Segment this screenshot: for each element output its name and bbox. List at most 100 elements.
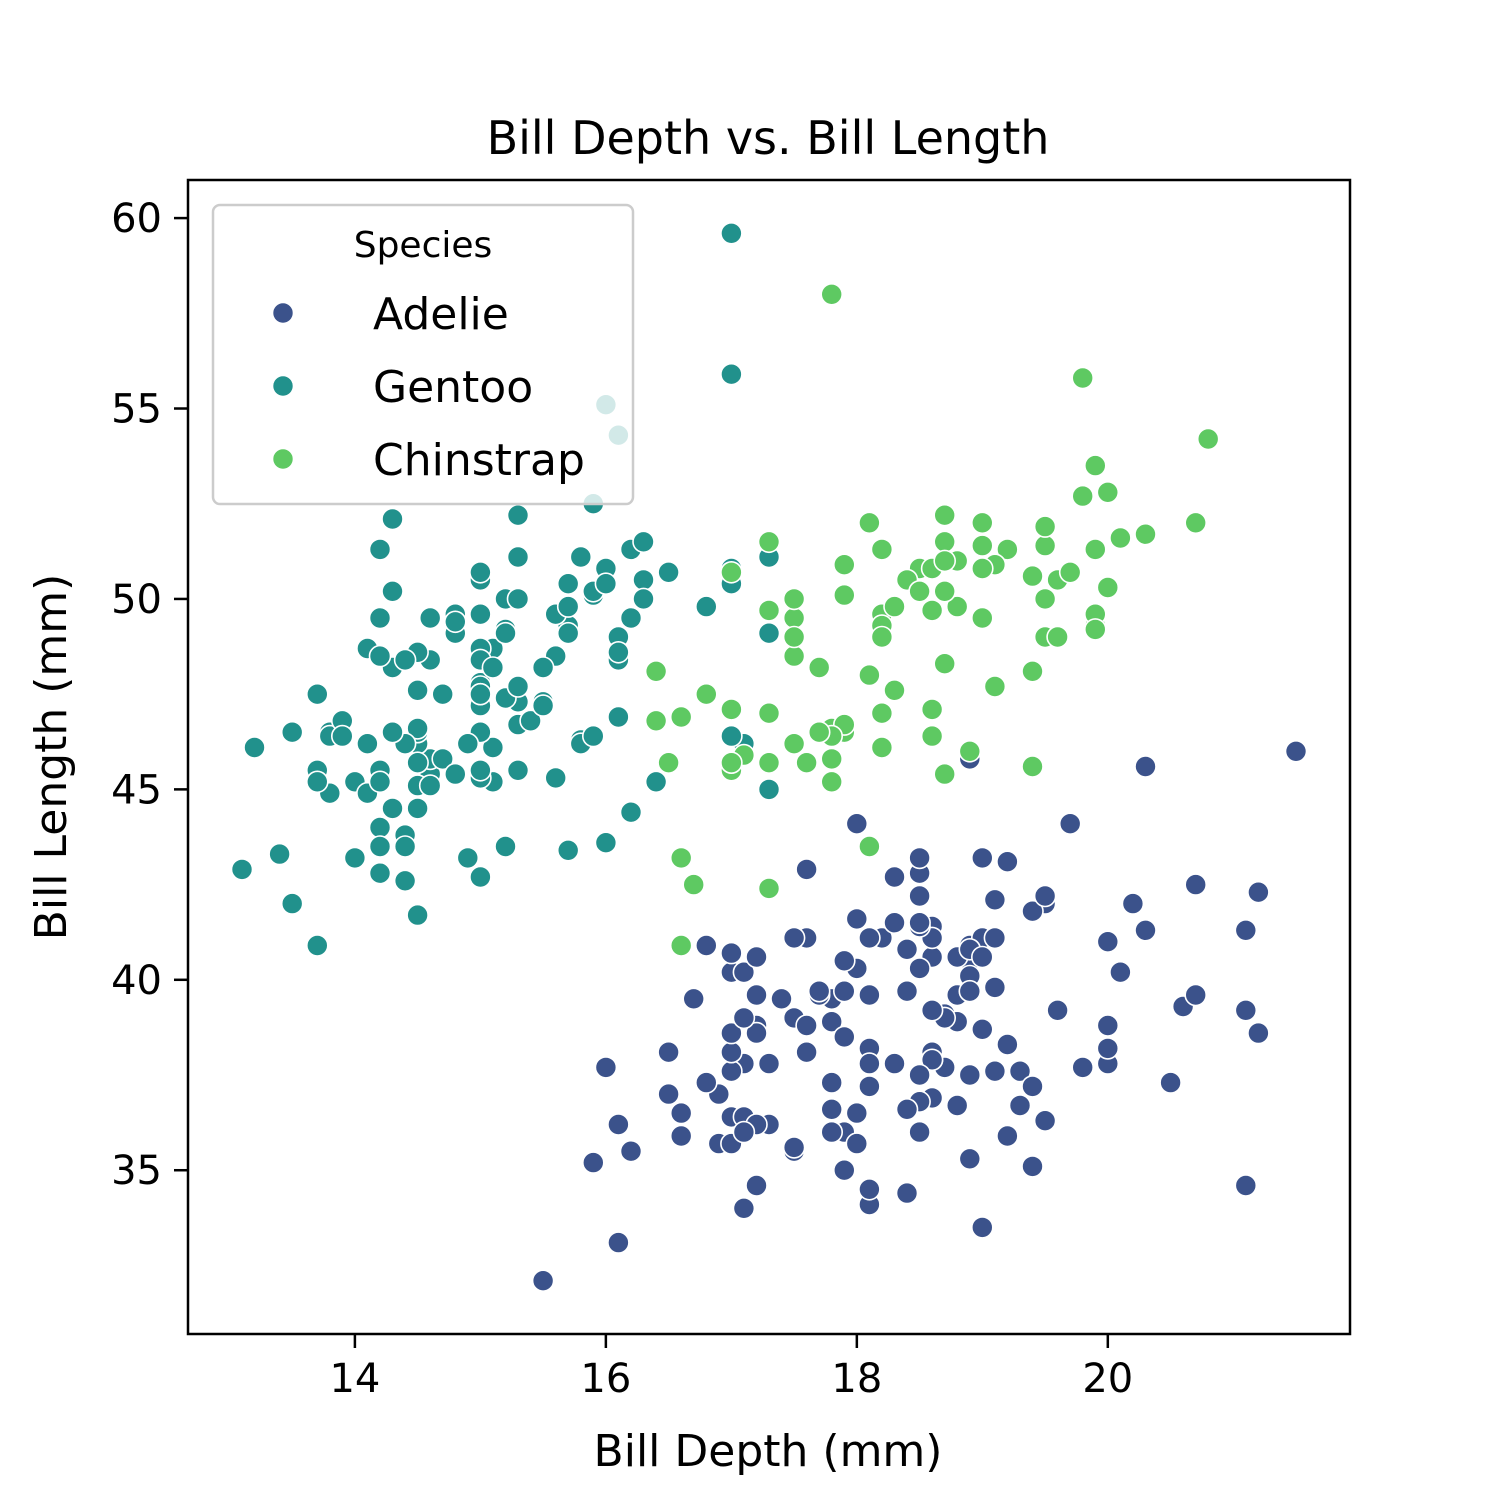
- data-point: [581, 724, 605, 748]
- data-point: [682, 987, 706, 1011]
- data-point: [368, 835, 392, 858]
- data-point: [594, 572, 618, 596]
- data-point: [694, 934, 718, 957]
- data-point: [970, 846, 994, 870]
- data-point: [1058, 560, 1082, 584]
- data-point: [1159, 1071, 1182, 1094]
- legend-marker-chinstrap: [271, 447, 295, 471]
- data-point: [657, 560, 680, 584]
- data-point: [732, 1006, 756, 1030]
- data-point: [895, 1181, 919, 1205]
- data-point: [657, 751, 680, 775]
- data-point: [368, 606, 392, 630]
- data-point: [920, 724, 944, 748]
- data-point: [858, 926, 881, 950]
- data-point: [632, 530, 655, 554]
- data-point: [1021, 659, 1044, 683]
- data-point: [745, 1021, 768, 1045]
- chart-title: Bill Depth vs. Bill Length: [487, 111, 1050, 165]
- data-point: [720, 362, 743, 386]
- data-point: [280, 892, 304, 915]
- data-point: [1196, 427, 1220, 451]
- data-point: [506, 545, 530, 569]
- data-point: [393, 648, 417, 672]
- legend-label-gentoo: Gentoo: [373, 362, 533, 413]
- data-point: [1021, 1075, 1044, 1098]
- data-point: [1008, 1059, 1032, 1083]
- data-point: [443, 610, 467, 634]
- series-adelie: [531, 739, 1308, 1292]
- data-point: [820, 282, 844, 306]
- data-point: [832, 1025, 856, 1049]
- data-point: [996, 850, 1019, 874]
- data-point: [607, 1231, 630, 1254]
- data-point: [870, 538, 894, 561]
- data-point: [381, 579, 404, 603]
- data-point: [1134, 522, 1157, 546]
- data-point: [870, 625, 894, 649]
- data-point: [406, 717, 429, 740]
- data-point: [745, 1174, 768, 1197]
- data-point: [832, 553, 856, 577]
- data-point: [556, 572, 580, 596]
- series-chinstrap: [644, 282, 1220, 957]
- data-point: [720, 724, 743, 748]
- data-point: [644, 709, 668, 733]
- data-point: [657, 1082, 680, 1106]
- y-tick-label: 35: [111, 1148, 162, 1194]
- data-point: [1046, 625, 1069, 649]
- data-point: [481, 656, 505, 679]
- data-point: [996, 538, 1019, 561]
- points-layer: [230, 222, 1308, 1292]
- data-point: [820, 770, 844, 794]
- data-point: [494, 621, 517, 645]
- data-point: [619, 606, 643, 630]
- data-point: [594, 831, 618, 855]
- data-point: [368, 861, 392, 885]
- x-tick-label: 20: [1082, 1356, 1133, 1402]
- data-point: [720, 560, 743, 584]
- data-point: [908, 957, 931, 980]
- series-gentoo: [230, 222, 781, 957]
- data-point: [807, 979, 831, 1003]
- x-tick-label: 16: [580, 1356, 631, 1402]
- data-point: [1096, 480, 1120, 504]
- data-point: [1033, 587, 1057, 611]
- data-point: [469, 682, 492, 706]
- data-point: [669, 846, 693, 870]
- data-point: [607, 1113, 630, 1136]
- data-point: [469, 865, 492, 889]
- data-point: [368, 538, 392, 561]
- data-point: [983, 888, 1007, 912]
- data-point: [983, 1059, 1007, 1083]
- data-point: [368, 816, 392, 839]
- data-point: [519, 709, 542, 733]
- data-point: [832, 583, 856, 607]
- data-point: [720, 222, 743, 245]
- data-point: [820, 1010, 844, 1034]
- data-point: [732, 960, 756, 984]
- y-tick-label: 60: [111, 196, 162, 242]
- data-point: [870, 736, 894, 759]
- data-point: [757, 1052, 781, 1075]
- legend-marker-adelie: [271, 301, 295, 325]
- data-point: [745, 945, 768, 969]
- data-point: [933, 579, 957, 603]
- legend-label-adelie: Adelie: [373, 289, 509, 340]
- data-point: [782, 625, 806, 649]
- data-point: [406, 797, 429, 820]
- data-point: [431, 747, 455, 771]
- data-point: [531, 656, 555, 679]
- data-point: [443, 762, 467, 786]
- data-point: [556, 838, 580, 862]
- data-point: [858, 1075, 881, 1098]
- data-point: [506, 758, 530, 782]
- data-point: [757, 701, 781, 725]
- data-point: [782, 732, 806, 756]
- data-point: [795, 1014, 818, 1037]
- data-point: [870, 701, 894, 725]
- data-point: [682, 873, 706, 896]
- data-point: [1033, 515, 1057, 538]
- data-point: [832, 979, 856, 1003]
- data-point: [920, 698, 944, 721]
